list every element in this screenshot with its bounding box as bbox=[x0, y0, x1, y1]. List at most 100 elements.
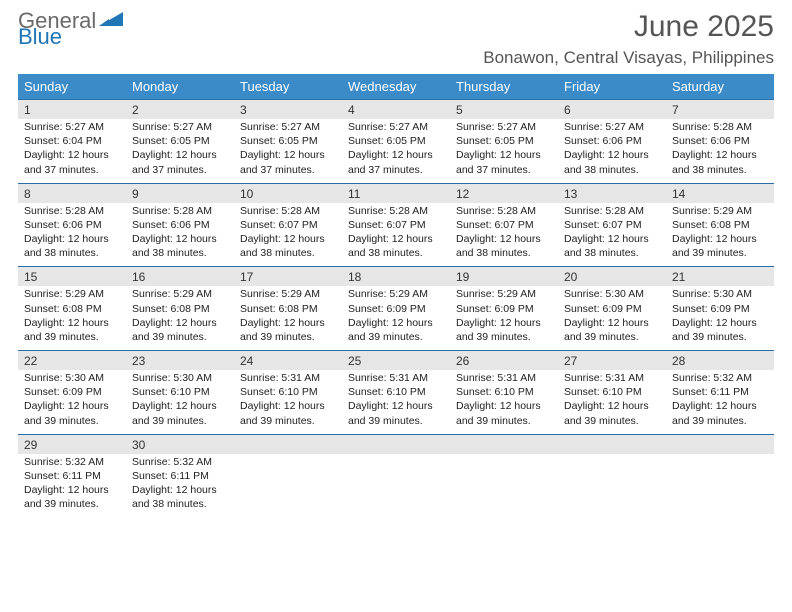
date-number: 24 bbox=[234, 350, 342, 370]
sunset-line: Sunset: 6:11 PM bbox=[132, 469, 228, 483]
sunset-line: Sunset: 6:06 PM bbox=[132, 218, 228, 232]
day-header: Saturday bbox=[666, 74, 774, 99]
sunrise-line: Sunrise: 5:31 AM bbox=[348, 371, 444, 385]
day-empty bbox=[450, 454, 558, 518]
sunrise-line: Sunrise: 5:28 AM bbox=[240, 204, 336, 218]
day-cell: Sunrise: 5:32 AMSunset: 6:11 PMDaylight:… bbox=[666, 370, 774, 434]
day-cell: Sunrise: 5:28 AMSunset: 6:06 PMDaylight:… bbox=[666, 119, 774, 183]
daylight-line: Daylight: 12 hours and 39 minutes. bbox=[132, 399, 228, 427]
sunset-line: Sunset: 6:05 PM bbox=[348, 134, 444, 148]
date-number: 2 bbox=[126, 99, 234, 119]
day-cell: Sunrise: 5:32 AMSunset: 6:11 PMDaylight:… bbox=[18, 454, 126, 518]
week-body-row: Sunrise: 5:28 AMSunset: 6:06 PMDaylight:… bbox=[18, 203, 774, 267]
day-cell: Sunrise: 5:31 AMSunset: 6:10 PMDaylight:… bbox=[342, 370, 450, 434]
day-cell: Sunrise: 5:28 AMSunset: 6:07 PMDaylight:… bbox=[342, 203, 450, 267]
sunset-line: Sunset: 6:09 PM bbox=[456, 302, 552, 316]
day-header: Friday bbox=[558, 74, 666, 99]
date-number: 25 bbox=[342, 350, 450, 370]
date-empty bbox=[450, 434, 558, 454]
daylight-line: Daylight: 12 hours and 39 minutes. bbox=[672, 399, 768, 427]
date-number: 30 bbox=[126, 434, 234, 454]
daylight-line: Daylight: 12 hours and 37 minutes. bbox=[348, 148, 444, 176]
sunrise-line: Sunrise: 5:29 AM bbox=[24, 287, 120, 301]
day-cell: Sunrise: 5:29 AMSunset: 6:08 PMDaylight:… bbox=[126, 286, 234, 350]
day-cell: Sunrise: 5:30 AMSunset: 6:09 PMDaylight:… bbox=[18, 370, 126, 434]
sunrise-line: Sunrise: 5:28 AM bbox=[456, 204, 552, 218]
date-number: 1 bbox=[18, 99, 126, 119]
date-number: 15 bbox=[18, 266, 126, 286]
date-empty bbox=[558, 434, 666, 454]
day-cell: Sunrise: 5:31 AMSunset: 6:10 PMDaylight:… bbox=[558, 370, 666, 434]
sunset-line: Sunset: 6:07 PM bbox=[564, 218, 660, 232]
week-date-row: 15161718192021 bbox=[18, 266, 774, 286]
date-number: 9 bbox=[126, 183, 234, 203]
day-header: Tuesday bbox=[234, 74, 342, 99]
daylight-line: Daylight: 12 hours and 38 minutes. bbox=[564, 148, 660, 176]
date-number: 19 bbox=[450, 266, 558, 286]
sunset-line: Sunset: 6:11 PM bbox=[24, 469, 120, 483]
day-header: Sunday bbox=[18, 74, 126, 99]
date-empty bbox=[234, 434, 342, 454]
date-number: 5 bbox=[450, 99, 558, 119]
sunrise-line: Sunrise: 5:29 AM bbox=[348, 287, 444, 301]
sunrise-line: Sunrise: 5:29 AM bbox=[456, 287, 552, 301]
daylight-line: Daylight: 12 hours and 39 minutes. bbox=[456, 399, 552, 427]
sunset-line: Sunset: 6:09 PM bbox=[564, 302, 660, 316]
sunrise-line: Sunrise: 5:29 AM bbox=[240, 287, 336, 301]
daylight-line: Daylight: 12 hours and 37 minutes. bbox=[456, 148, 552, 176]
location-label: Bonawon, Central Visayas, Philippines bbox=[483, 48, 774, 68]
week-date-row: 891011121314 bbox=[18, 183, 774, 203]
daylight-line: Daylight: 12 hours and 38 minutes. bbox=[564, 232, 660, 260]
sunrise-line: Sunrise: 5:28 AM bbox=[348, 204, 444, 218]
day-cell: Sunrise: 5:29 AMSunset: 6:08 PMDaylight:… bbox=[18, 286, 126, 350]
sunset-line: Sunset: 6:07 PM bbox=[240, 218, 336, 232]
date-number: 26 bbox=[450, 350, 558, 370]
daylight-line: Daylight: 12 hours and 39 minutes. bbox=[24, 399, 120, 427]
sunset-line: Sunset: 6:10 PM bbox=[456, 385, 552, 399]
daylight-line: Daylight: 12 hours and 39 minutes. bbox=[132, 316, 228, 344]
date-number: 29 bbox=[18, 434, 126, 454]
sunrise-line: Sunrise: 5:31 AM bbox=[240, 371, 336, 385]
date-number: 12 bbox=[450, 183, 558, 203]
date-number: 17 bbox=[234, 266, 342, 286]
sunset-line: Sunset: 6:09 PM bbox=[672, 302, 768, 316]
day-cell: Sunrise: 5:27 AMSunset: 6:05 PMDaylight:… bbox=[342, 119, 450, 183]
sunset-line: Sunset: 6:07 PM bbox=[348, 218, 444, 232]
day-cell: Sunrise: 5:28 AMSunset: 6:06 PMDaylight:… bbox=[18, 203, 126, 267]
sunrise-line: Sunrise: 5:27 AM bbox=[456, 120, 552, 134]
sunset-line: Sunset: 6:10 PM bbox=[132, 385, 228, 399]
sunset-line: Sunset: 6:05 PM bbox=[240, 134, 336, 148]
sunset-line: Sunset: 6:05 PM bbox=[456, 134, 552, 148]
daylight-line: Daylight: 12 hours and 39 minutes. bbox=[672, 316, 768, 344]
day-cell: Sunrise: 5:29 AMSunset: 6:09 PMDaylight:… bbox=[450, 286, 558, 350]
sunrise-line: Sunrise: 5:30 AM bbox=[24, 371, 120, 385]
day-cell: Sunrise: 5:32 AMSunset: 6:11 PMDaylight:… bbox=[126, 454, 234, 518]
sunset-line: Sunset: 6:04 PM bbox=[24, 134, 120, 148]
daylight-line: Daylight: 12 hours and 37 minutes. bbox=[132, 148, 228, 176]
day-cell: Sunrise: 5:27 AMSunset: 6:06 PMDaylight:… bbox=[558, 119, 666, 183]
logo-mark-icon bbox=[99, 10, 123, 28]
day-cell: Sunrise: 5:30 AMSunset: 6:10 PMDaylight:… bbox=[126, 370, 234, 434]
daylight-line: Daylight: 12 hours and 38 minutes. bbox=[672, 148, 768, 176]
week-body-row: Sunrise: 5:27 AM Sunset: 6:04 PM Daylight:… bbox=[18, 119, 774, 183]
date-number: 23 bbox=[126, 350, 234, 370]
sunset-line: Sunset: 6:10 PM bbox=[240, 385, 336, 399]
sunset-line: Sunset: 6:10 PM bbox=[564, 385, 660, 399]
calendar: SundayMondayTuesdayWednesdayThursdayFrid… bbox=[18, 74, 774, 517]
date-number: 21 bbox=[666, 266, 774, 286]
daylight-line: Daylight: 12 hours and 39 minutes. bbox=[348, 399, 444, 427]
daylight-line: Daylight: 12 hours and 39 minutes. bbox=[24, 316, 120, 344]
daylight-line: Daylight: 12 hours and 39 minutes. bbox=[348, 316, 444, 344]
sunrise-line: Sunrise: 5:28 AM bbox=[132, 204, 228, 218]
sunrise-line: Sunrise: 5:27 AM bbox=[240, 120, 336, 134]
date-number: 22 bbox=[18, 350, 126, 370]
day-cell: Sunrise: 5:28 AMSunset: 6:07 PMDaylight:… bbox=[234, 203, 342, 267]
sunset-line: Sunset: 6:09 PM bbox=[348, 302, 444, 316]
day-cell: Sunrise: 5:29 AMSunset: 6:08 PMDaylight:… bbox=[666, 203, 774, 267]
day-header: Wednesday bbox=[342, 74, 450, 99]
day-cell: Sunrise: 5:29 AMSunset: 6:09 PMDaylight:… bbox=[342, 286, 450, 350]
date-number: 6 bbox=[558, 99, 666, 119]
page-title: June 2025 bbox=[483, 10, 774, 44]
daylight-line: Daylight: 12 hours and 39 minutes. bbox=[456, 316, 552, 344]
day-empty bbox=[234, 454, 342, 518]
